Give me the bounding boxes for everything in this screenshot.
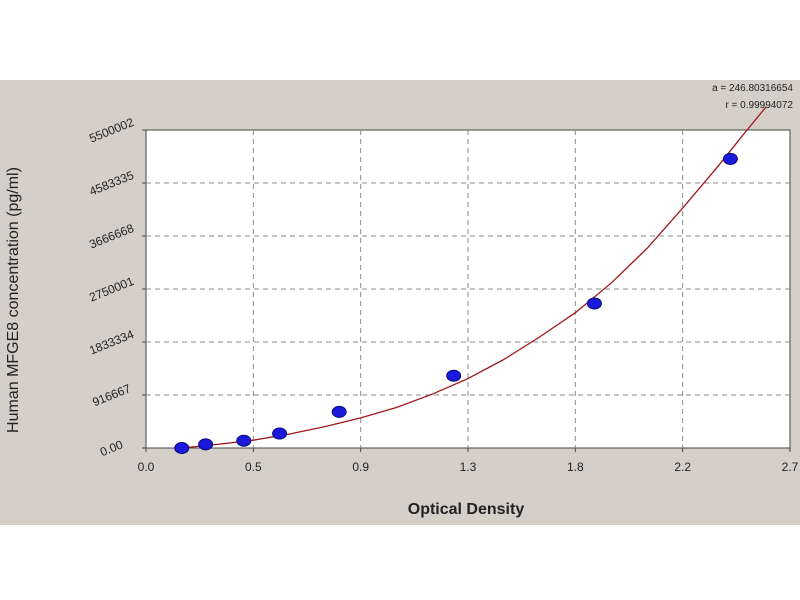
data-point (586, 297, 602, 310)
x-axis-ticks: 0.0 0.5 0.9 1.3 1.8 2.2 2.7 (138, 448, 799, 474)
data-point (236, 434, 252, 447)
x-tick-label: 0.0 (138, 460, 155, 474)
data-point (272, 427, 288, 440)
data-points (174, 152, 738, 454)
x-tick-label: 0.9 (352, 460, 369, 474)
x-tick-label: 0.5 (245, 460, 262, 474)
fit-correlation-r: r = 0.99994072 (725, 100, 793, 111)
data-point (198, 438, 214, 451)
fit-parameter-a: a = 246.80316654 (712, 83, 793, 94)
x-tick-label: 2.2 (674, 460, 691, 474)
x-axis-title: Optical Density (408, 501, 525, 518)
data-point (446, 369, 462, 382)
x-tick-label: 1.3 (460, 460, 477, 474)
x-tick-label: 1.8 (567, 460, 584, 474)
grid-lines (146, 130, 790, 448)
x-tick-label: 2.7 (782, 460, 799, 474)
y-axis-title: Human MFGE8 concentration (pg/ml) (5, 167, 22, 433)
data-point (722, 152, 738, 165)
data-point (174, 442, 190, 454)
data-point (331, 405, 347, 418)
